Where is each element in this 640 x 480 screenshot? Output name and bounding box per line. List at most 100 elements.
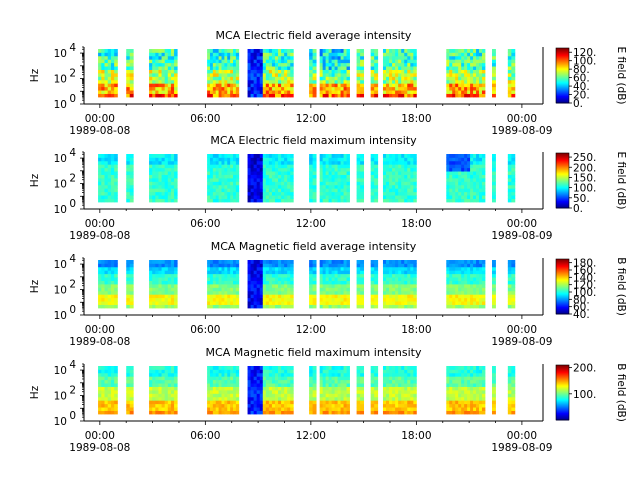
spectrogram-cell xyxy=(401,52,405,57)
spectrogram-cell xyxy=(410,76,414,81)
spectrogram-cell xyxy=(370,178,375,182)
spectrogram-cell xyxy=(340,195,344,199)
spectrogram-cell xyxy=(328,79,333,84)
spectrogram-cell xyxy=(481,171,486,175)
spectrogram-cell xyxy=(268,407,273,411)
spectrogram-cell xyxy=(215,52,220,57)
spectrogram-cell xyxy=(360,304,365,309)
spectrogram-cell xyxy=(404,66,408,70)
spectrogram-cell xyxy=(389,52,393,57)
spectrogram-cell xyxy=(346,191,350,196)
spectrogram-cell xyxy=(446,76,450,81)
spectrogram-cell xyxy=(259,372,264,377)
spectrogram-cell xyxy=(334,376,338,381)
spectrogram-cell xyxy=(479,86,483,91)
spectrogram-cell xyxy=(309,76,314,81)
spectrogram-cell xyxy=(287,297,291,302)
spectrogram-cell xyxy=(235,167,240,172)
spectrogram-cell xyxy=(262,372,267,377)
spectrogram-cell xyxy=(256,396,261,401)
spectrogram-cell xyxy=(167,157,172,162)
spectrogram-cell xyxy=(224,369,228,374)
spectrogram-cell xyxy=(410,301,414,305)
spectrogram-cell xyxy=(340,86,344,91)
spectrogram-cell xyxy=(458,304,462,309)
spectrogram-cell xyxy=(268,154,273,158)
spectrogram-cell xyxy=(476,184,480,189)
spectrogram-cell xyxy=(224,52,228,57)
spectrogram-cell xyxy=(464,83,468,88)
spectrogram-cell xyxy=(265,410,270,415)
spectrogram-cell xyxy=(250,280,255,285)
spectrogram-cell xyxy=(343,160,347,165)
spectrogram-cell xyxy=(101,79,105,84)
spectrogram-cell xyxy=(114,376,118,381)
spectrogram-cell xyxy=(386,154,390,158)
spectrogram-cell xyxy=(328,266,333,271)
spectrogram-cell xyxy=(410,270,414,275)
spectrogram-cell xyxy=(461,157,465,162)
colorbar-cell xyxy=(556,153,569,156)
spectrogram-cell xyxy=(126,383,131,387)
spectrogram-cell xyxy=(481,181,486,186)
spectrogram-cell xyxy=(319,284,324,288)
spectrogram-cell xyxy=(155,79,159,84)
spectrogram-cell xyxy=(464,280,468,285)
spectrogram-cell xyxy=(227,277,231,281)
spectrogram-cell xyxy=(398,76,402,81)
spectrogram-cell xyxy=(407,76,411,81)
spectrogram-cell xyxy=(458,263,462,268)
spectrogram-cell xyxy=(331,93,335,98)
spectrogram-cell xyxy=(158,157,162,162)
spectrogram-cell xyxy=(374,400,379,405)
data-segment xyxy=(507,154,516,203)
spectrogram-cell xyxy=(356,376,361,381)
spectrogram-cell xyxy=(209,69,214,74)
spectrogram-cell xyxy=(319,383,324,387)
spectrogram-cell xyxy=(473,280,477,285)
spectrogram-cell xyxy=(386,260,390,264)
spectrogram-cell xyxy=(346,160,350,165)
spectrogram-cell xyxy=(407,191,411,196)
spectrogram-cell xyxy=(325,174,330,179)
spectrogram-cell xyxy=(452,79,456,84)
spectrogram-cell xyxy=(253,277,258,281)
spectrogram-cell xyxy=(346,386,350,391)
spectrogram-cell xyxy=(164,290,169,295)
spectrogram-cell xyxy=(265,379,270,384)
spectrogram-cell xyxy=(458,93,462,98)
spectrogram-cell xyxy=(167,171,172,175)
spectrogram-cell xyxy=(227,73,231,77)
spectrogram-cell xyxy=(212,403,217,408)
spectrogram-cell xyxy=(224,86,228,91)
spectrogram-cell xyxy=(382,284,387,288)
spectrogram-cell xyxy=(343,403,347,408)
spectrogram-cell xyxy=(101,263,105,268)
spectrogram-cell xyxy=(230,90,234,94)
spectrogram-cell xyxy=(340,369,344,374)
spectrogram-cell xyxy=(290,270,294,275)
spectrogram-cell xyxy=(312,304,317,309)
data-segment xyxy=(149,260,178,309)
spectrogram-cell xyxy=(374,284,379,288)
spectrogram-cell xyxy=(479,294,483,299)
spectrogram-cell xyxy=(455,294,459,299)
spectrogram-cell xyxy=(110,304,115,309)
spectrogram-cell xyxy=(274,167,279,172)
spectrogram-cell xyxy=(221,396,225,401)
spectrogram-cell xyxy=(271,55,276,60)
spectrogram-cell xyxy=(476,277,480,281)
spectrogram-cell xyxy=(221,273,225,278)
spectrogram-cell xyxy=(452,181,456,186)
colorbar-cell xyxy=(556,204,569,206)
spectrogram-cell xyxy=(209,83,214,88)
spectrogram-cell xyxy=(461,154,465,158)
spectrogram-cell xyxy=(464,69,468,74)
spectrogram-cell xyxy=(209,290,214,295)
spectrogram-cell xyxy=(247,410,251,415)
spectrogram-cell xyxy=(470,157,474,162)
spectrogram-cell xyxy=(262,270,267,275)
spectrogram-cell xyxy=(158,181,162,186)
spectrogram-cell xyxy=(382,301,387,305)
spectrogram-cell xyxy=(382,76,387,81)
